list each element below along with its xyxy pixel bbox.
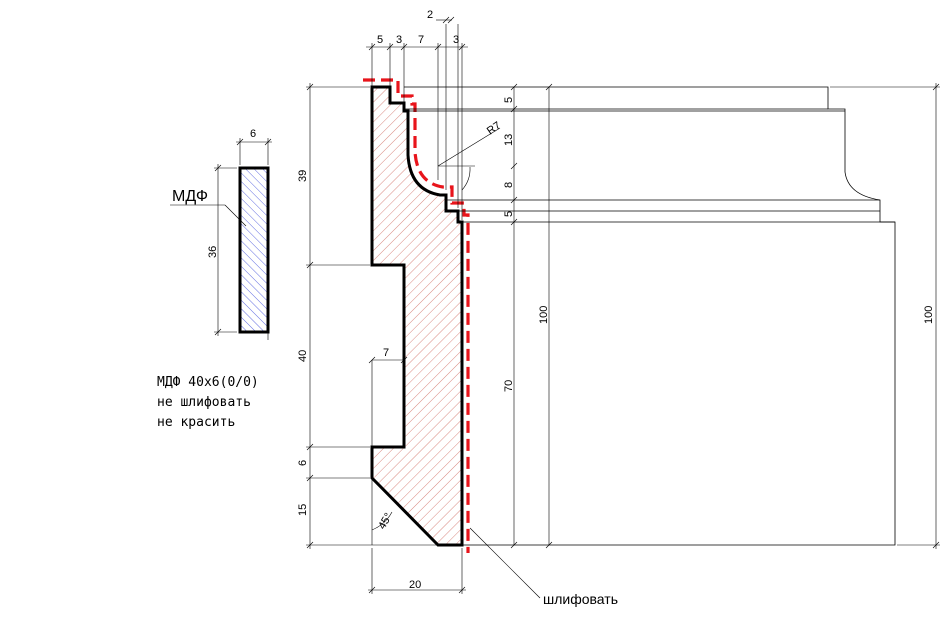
profile-section: 5 3 7 3 2 R7 39 40 6 15 7 45°	[297, 9, 618, 607]
side-dim-8: 8	[503, 182, 515, 188]
mdf-panel: 6 36 МДФ МДФ 40х6(0/0) не шлифовать не к…	[157, 128, 272, 430]
left-dim-40: 40	[297, 350, 309, 362]
side-view-outline	[404, 86, 896, 546]
left-dim-6: 6	[297, 460, 309, 466]
side-dim-inner-total: 100	[538, 306, 550, 324]
mdf-panel-section	[238, 166, 270, 334]
side-dim-5-top: 5	[503, 97, 515, 103]
mdf-label: МДФ	[172, 188, 208, 205]
mdf-note-line-2: не шлифовать	[157, 395, 251, 410]
side-dim-13: 13	[503, 134, 515, 146]
left-dim-39: 39	[297, 170, 309, 182]
mdf-width-dim: 6	[250, 128, 256, 140]
top-dim-2: 3	[396, 34, 402, 46]
side-dim-5-bottom: 5	[503, 211, 515, 217]
angle-label: 45°	[376, 511, 395, 531]
top-dim-3: 7	[418, 34, 424, 46]
profile-cross-section	[370, 85, 464, 547]
left-dim-15: 15	[297, 504, 309, 516]
top-dim-extra: 2	[427, 9, 433, 21]
top-dim-1: 5	[377, 34, 383, 46]
mdf-height-dim: 36	[207, 246, 219, 258]
slot-dim: 7	[383, 347, 389, 359]
radius-label: R7	[485, 120, 503, 138]
sanding-label: шлифовать	[543, 591, 618, 607]
bottom-dim: 20	[409, 579, 421, 591]
side-dim-outer-total: 100	[923, 306, 935, 324]
mdf-note-line-3: не красить	[157, 415, 235, 430]
sanding-line	[363, 78, 470, 553]
top-dim-4: 3	[453, 34, 459, 46]
side-dim-70: 70	[503, 380, 515, 392]
mdf-note-line-1: МДФ 40х6(0/0)	[157, 375, 259, 390]
side-view: 5 13 8 5 70 100 100	[404, 83, 940, 549]
